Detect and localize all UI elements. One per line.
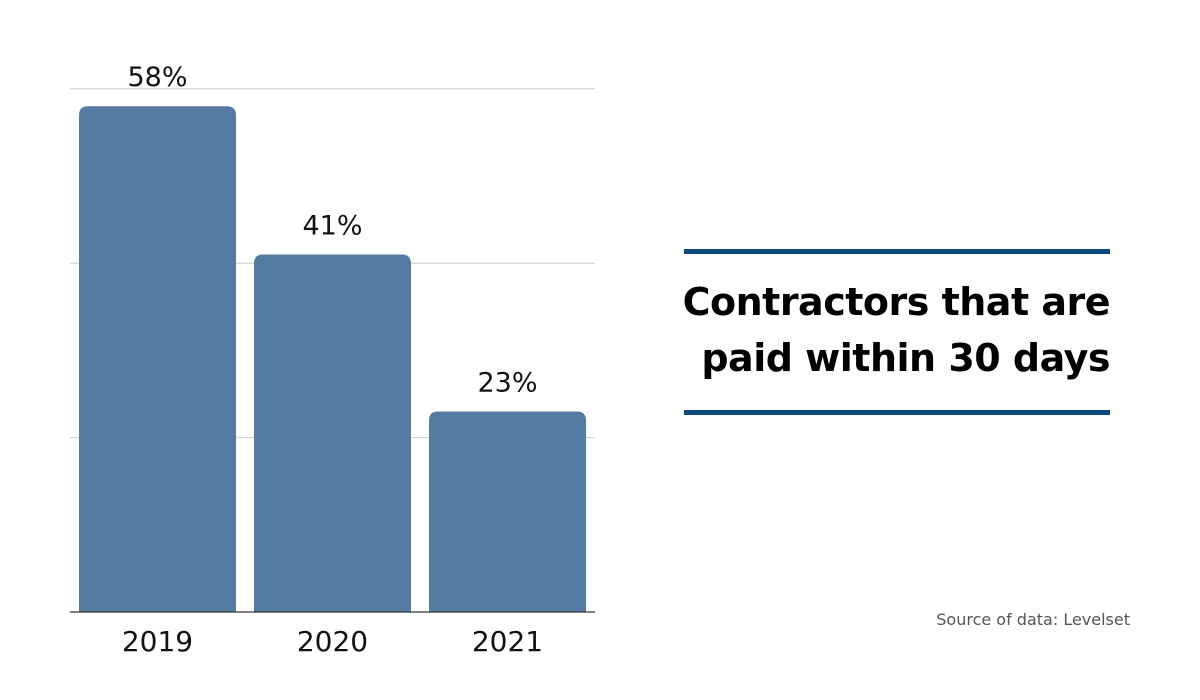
- source-note: Source of data: Levelset: [936, 610, 1130, 629]
- bar-2019: [79, 106, 236, 613]
- chart-title-line-2: paid within 30 days: [701, 336, 1110, 380]
- x-tick-label-2021: 2021: [472, 625, 543, 658]
- bar-2020: [254, 254, 411, 613]
- x-tick-label-2019: 2019: [122, 625, 193, 658]
- chart-title-block: Contractors that are paid within 30 days: [683, 249, 1111, 415]
- chart-title-line-1: Contractors that are: [682, 280, 1111, 324]
- bar-2021: [429, 411, 586, 612]
- chart-title: Contractors that are paid within 30 days: [654, 274, 1111, 386]
- data-label-2021: 23%: [477, 367, 537, 398]
- data-label-2019: 58%: [127, 62, 187, 93]
- title-bottom-rule: [684, 410, 1110, 415]
- title-top-rule: [684, 249, 1110, 254]
- x-tick-label-2020: 2020: [297, 625, 368, 658]
- data-label-2020: 41%: [302, 210, 362, 241]
